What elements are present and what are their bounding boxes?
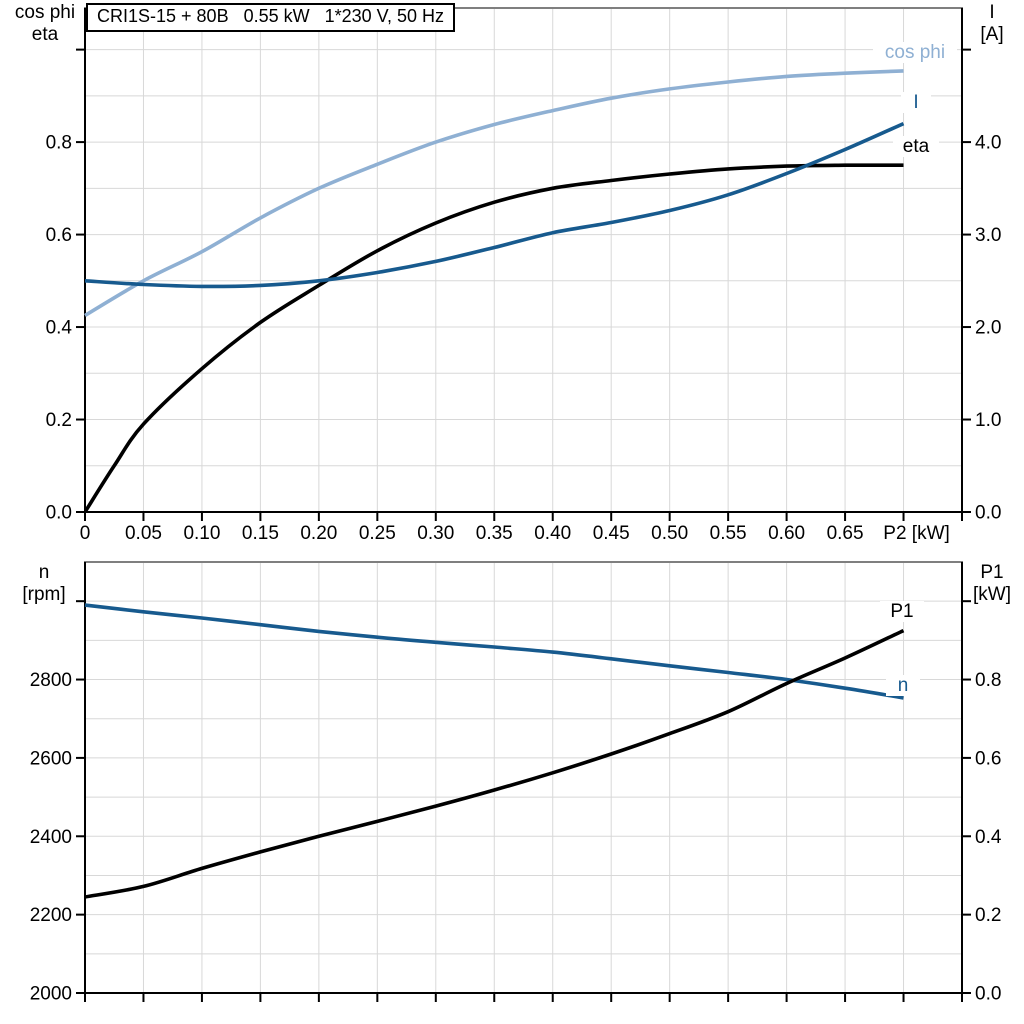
tick-label: 0.0: [975, 984, 1001, 1005]
n-curve-label: n: [886, 675, 920, 696]
tick-label: 2.0: [975, 318, 1001, 339]
x-axis-ticks: 0 0.05 0.10 0.15 0.20 0.25 0.30 0.35 0.40 0.45 0.5…: [80, 513, 963, 544]
tick-label: 0.20: [300, 523, 337, 544]
left-axis-ticks: 2000 2200 2400 2600 2800: [30, 600, 84, 1005]
tick-label: 2400: [30, 827, 72, 848]
tick-label: 0.55: [710, 523, 747, 544]
series-group: [84, 69, 905, 513]
axis-title-speed-unit: [rpm]: [22, 584, 66, 605]
gridlines: [85, 562, 962, 993]
tick-label: 3.0: [975, 225, 1001, 246]
tick-label: 2200: [30, 905, 72, 926]
chart-1: 2000 2200 2400 2600 2800 0.0 0.2 0.4 0.6 0.8: [30, 561, 1002, 1005]
curve-i: [84, 121, 905, 289]
tick-label: 0.60: [768, 523, 805, 544]
curve-eta: [84, 163, 904, 513]
top-right-axis-title: I [A]: [962, 2, 1022, 46]
tick-label: 0.30: [417, 523, 454, 544]
tick-label: 0.0: [46, 503, 72, 524]
cos-phi-curve-label: cos phi: [873, 42, 957, 63]
tick-label: 0.4: [46, 318, 73, 339]
bottom-left-axis-title: n [rpm]: [6, 562, 82, 606]
tick-label: 2800: [30, 670, 72, 691]
tick-label: 4.0: [975, 133, 1001, 154]
tick-label: 0.4: [975, 827, 1002, 848]
top-left-axis-title: cos phi eta: [6, 2, 84, 46]
tick-label: 0.0: [975, 503, 1001, 524]
eta-curve-label: eta: [893, 136, 939, 157]
axis-title-input-power: P1: [980, 562, 1004, 583]
p1-curve-label: P1: [880, 601, 924, 622]
tick-label: 2600: [30, 748, 72, 769]
tick-label: 0.45: [593, 523, 630, 544]
tick-label: 0.8: [975, 670, 1001, 691]
x-axis-unit-label: P2 [kW]: [883, 523, 950, 544]
tick-label: 0.40: [534, 523, 571, 544]
tick-label: 0.2: [975, 905, 1001, 926]
axis-title-eta: eta: [31, 24, 59, 45]
right-axis-ticks: 0.0 1.0 2.0 3.0 4.0: [963, 48, 1001, 524]
bottom-right-axis-title: P1 [kW]: [962, 562, 1022, 606]
axis-title-cos-phi: cos phi: [14, 2, 76, 23]
right-axis-ticks: 0.0 0.2 0.4 0.6 0.8: [963, 600, 1002, 1005]
tick-label: 1.0: [975, 410, 1001, 431]
tick-label: 0.65: [827, 523, 864, 544]
tick-label: 0.50: [651, 523, 688, 544]
curve-cos-phi: [84, 69, 904, 318]
current-curve-label: I: [901, 92, 931, 113]
tick-label: 0.10: [183, 523, 220, 544]
tick-label: 2000: [30, 984, 72, 1005]
chart-title-box: CRI1S-15 + 80B 0.55 kW 1*230 V, 50 Hz: [86, 3, 456, 32]
tick-label: 0.6: [975, 748, 1001, 769]
axis-title-speed: n: [38, 562, 50, 583]
tick-label: 0.35: [476, 523, 513, 544]
tick-label: 0.25: [359, 523, 396, 544]
gridlines: [85, 8, 962, 512]
tick-label: 0.8: [46, 133, 72, 154]
axis-title-current: I: [989, 2, 995, 23]
tick-label: 0.2: [46, 410, 72, 431]
axis-title-input-power-unit: [kW]: [973, 584, 1011, 605]
series-group: [84, 603, 905, 899]
curve-n: [84, 603, 904, 700]
curve-p1: [84, 628, 905, 899]
left-axis-ticks: 0.0 0.2 0.4 0.6 0.8: [46, 48, 84, 524]
tick-label: 0.6: [46, 225, 72, 246]
axis-title-current-unit: [A]: [980, 24, 1004, 45]
tick-label: 0: [80, 523, 91, 544]
chart-0: 0.00.20.40.60.80.01.02.03.04.00 0.05 0.10 0…: [46, 7, 1001, 544]
x-axis-ticks: [84, 994, 963, 1002]
tick-label: 0.15: [242, 523, 279, 544]
tick-label: 0.05: [125, 523, 162, 544]
